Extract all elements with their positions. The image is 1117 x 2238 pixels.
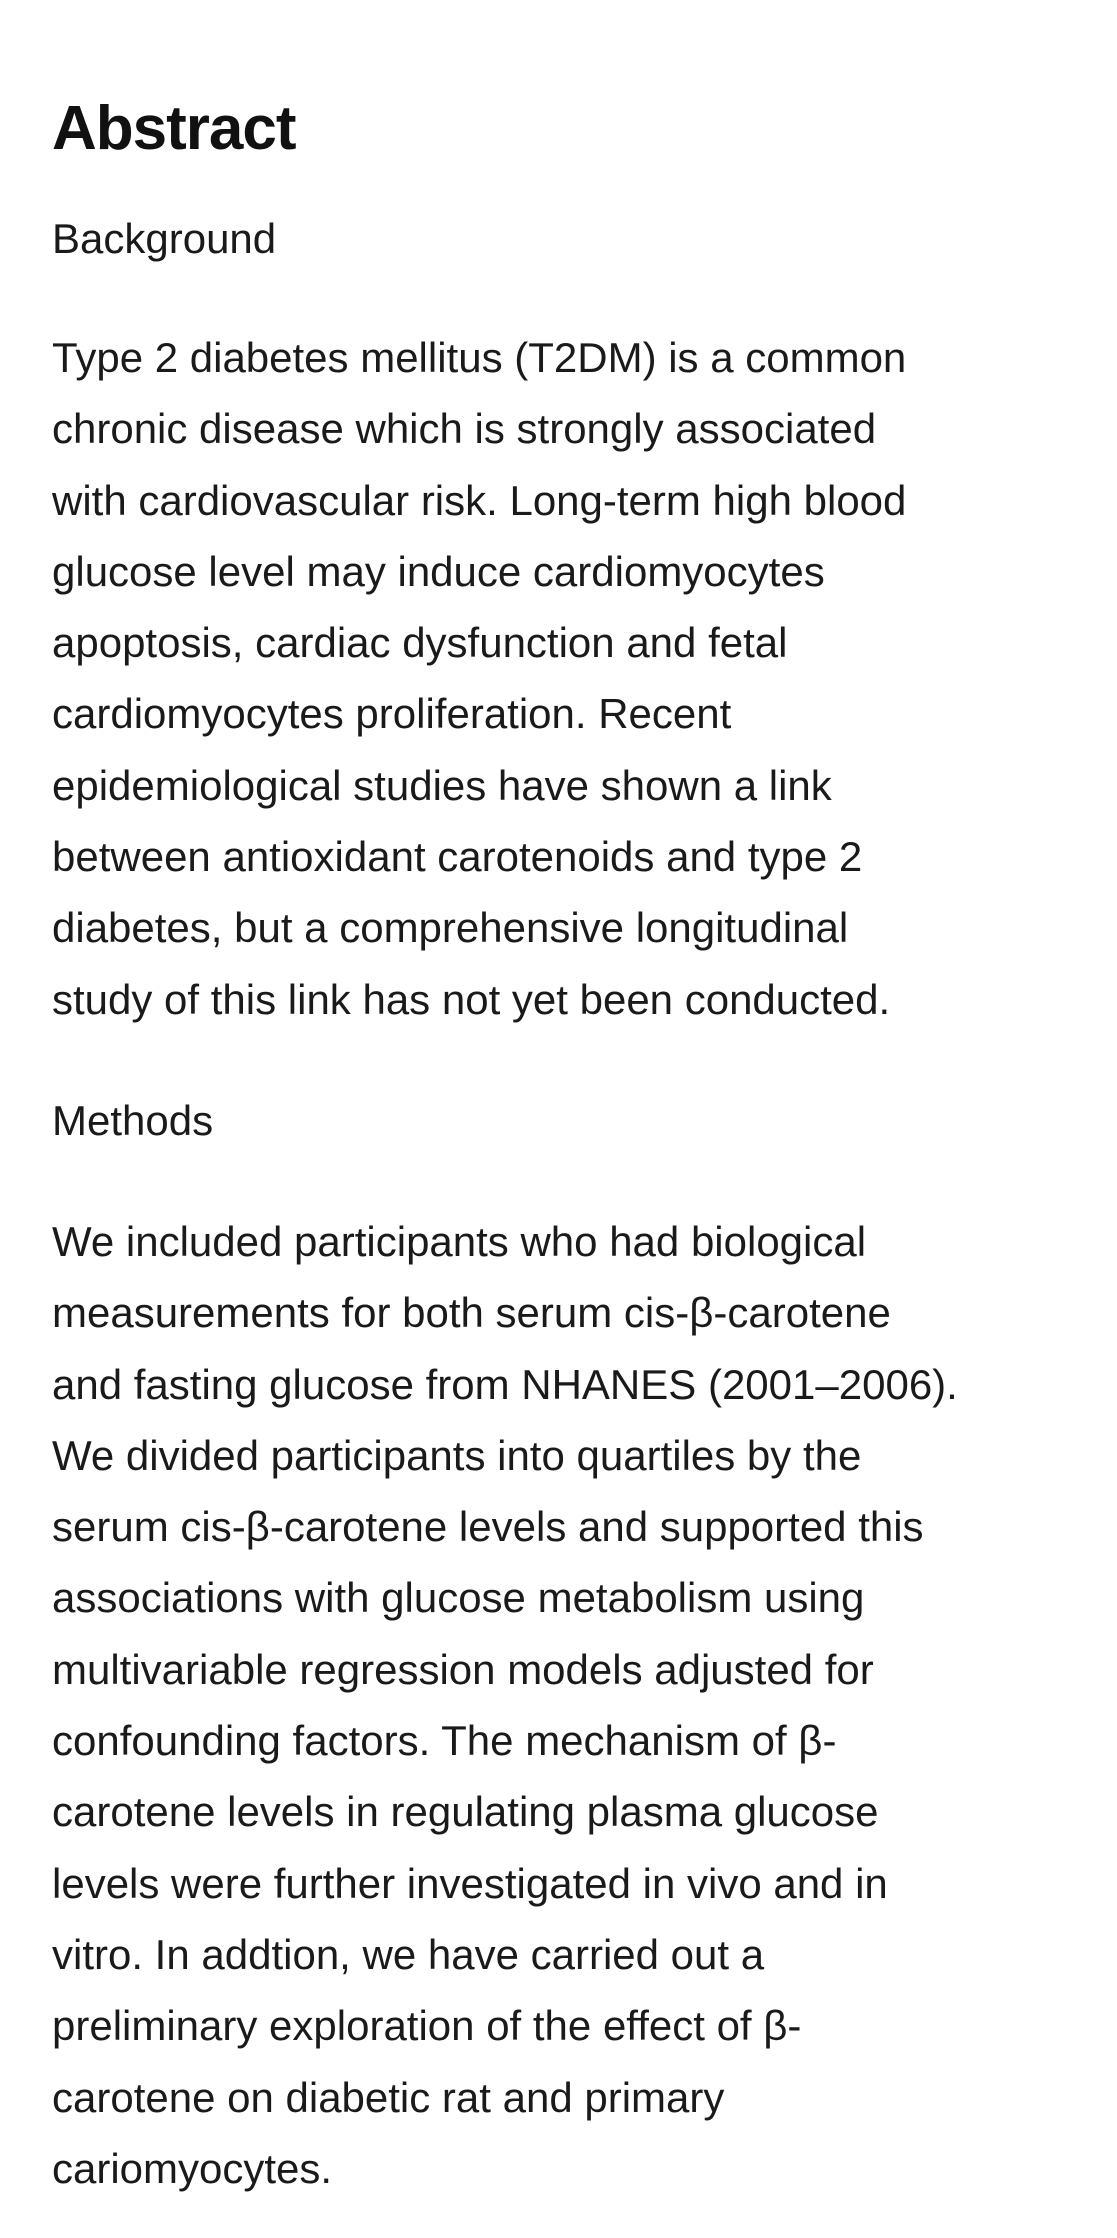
- paragraph-line: diabetes, but a comprehensive longitudin…: [52, 904, 849, 952]
- paragraph-line: cariomyocytes.: [52, 2144, 333, 2192]
- paragraph-line: cardiomyocytes proliferation. Recent: [52, 690, 732, 738]
- paragraph-line: carotene on diabetic rat and primary: [52, 2073, 725, 2121]
- paragraph-line: chronic disease which is strongly associ…: [52, 405, 877, 453]
- paragraph-line: apoptosis, cardiac dysfunction and fetal: [52, 619, 788, 667]
- paragraph-line: glucose level may induce cardiomyocytes: [52, 547, 825, 595]
- paragraph-line: between antioxidant carotenoids and type…: [52, 833, 863, 881]
- paragraph-line: epidemiological studies have shown a lin…: [52, 761, 832, 809]
- paragraph-line: carotene levels in regulating plasma glu…: [52, 1788, 879, 1836]
- background-paragraph: Type 2 diabetes mellitus (T2DM) is a com…: [52, 322, 1097, 1035]
- paragraph-line: preliminary exploration of the effect of…: [52, 2002, 802, 2050]
- section-label-background: Background: [52, 215, 277, 262]
- paragraph-line: measurements for both serum cis-β-carote…: [52, 1289, 891, 1337]
- paragraph-line: confounding factors. The mechanism of β-: [52, 1717, 837, 1765]
- paragraph-line: Type 2 diabetes mellitus (T2DM) is a com…: [52, 334, 907, 381]
- paragraph-line: associations with glucose metabolism usi…: [52, 1574, 865, 1622]
- paragraph-line: We divided participants into quartiles b…: [52, 1431, 862, 1479]
- abstract-heading: Abstract: [52, 94, 297, 163]
- paragraph-line: We included participants who had biologi…: [52, 1218, 867, 1265]
- paragraph-line: with cardiovascular risk. Long-term high…: [52, 476, 907, 524]
- paragraph-line: study of this link has not yet been cond…: [52, 975, 891, 1023]
- paragraph-line: vitro. In addtion, we have carried out a: [52, 1930, 765, 1978]
- paragraph-line: multivariable regression models adjusted…: [52, 1645, 874, 1693]
- methods-paragraph: We included participants who had biologi…: [52, 1206, 1097, 2204]
- paragraph-line: and fasting glucose from NHANES (2001–20…: [52, 1360, 958, 1408]
- section-label-methods: Methods: [52, 1097, 214, 1144]
- paragraph-line: levels were further investigated in vivo…: [52, 1859, 888, 1907]
- paragraph-line: serum cis-β-carotene levels and supporte…: [52, 1503, 924, 1551]
